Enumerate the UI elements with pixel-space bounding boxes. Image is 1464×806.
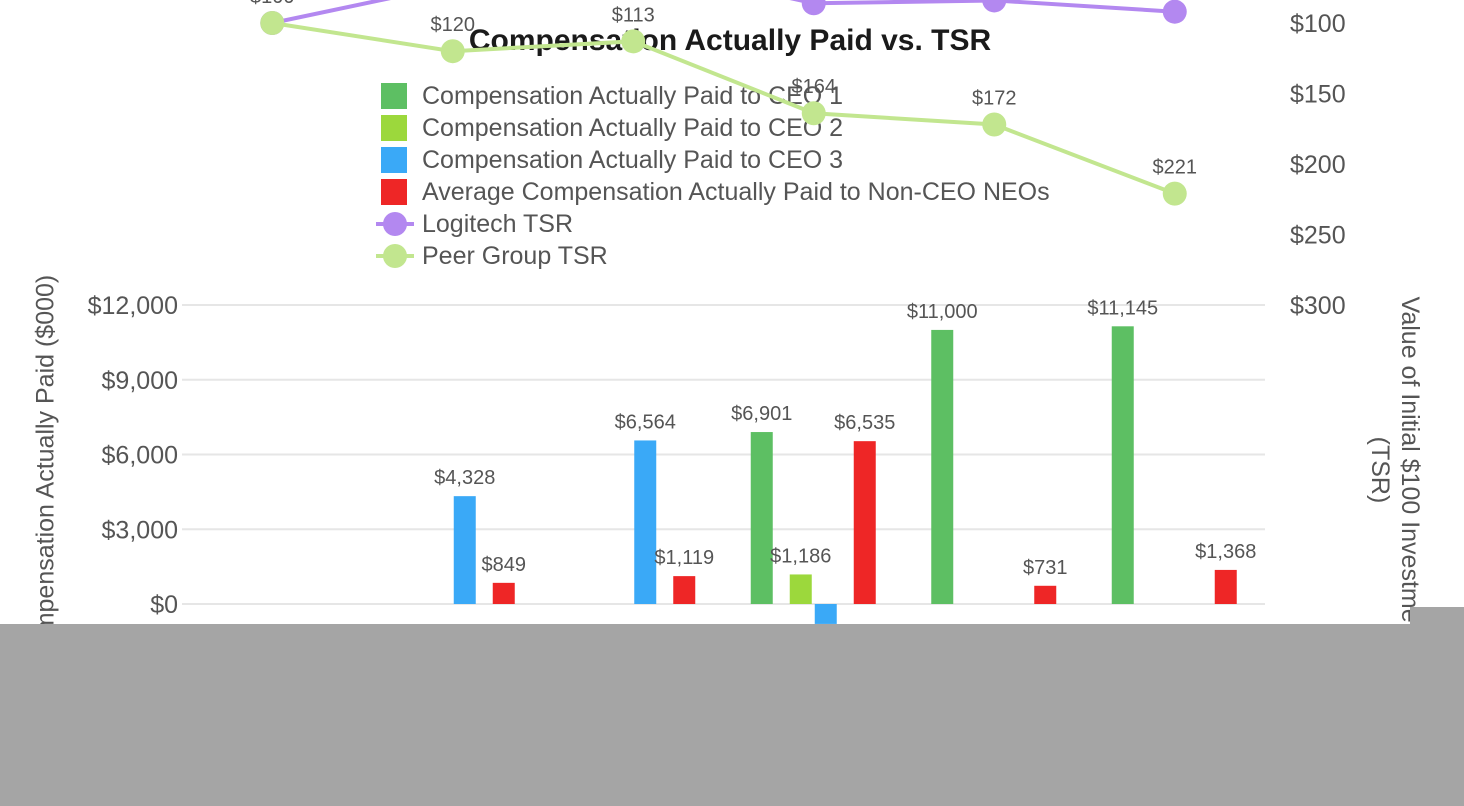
bar: [750, 432, 773, 604]
line-data-label: $113: [612, 4, 655, 26]
bar-data-label: $11,000: [907, 301, 978, 323]
line-data-label: $221: [1153, 157, 1198, 179]
y-tick-label: $6,000: [102, 442, 178, 470]
line-point: [260, 11, 285, 35]
line-point: [1162, 0, 1187, 24]
line-point: [982, 0, 1007, 13]
y2-axis-title: Value of Initial $100 Investment (TSR): [1365, 297, 1425, 644]
y2-tick-label: $300: [1290, 292, 1346, 320]
legend-swatch-peer-tsr: [374, 240, 416, 272]
bar-data-label: $4,328: [434, 467, 495, 489]
bar: [1034, 585, 1057, 604]
bar-data-label: $1,186: [770, 545, 831, 567]
line-data-label: $120: [431, 14, 476, 36]
bar: [789, 574, 812, 604]
bar-data-label: $1,119: [654, 547, 714, 569]
legend-item-ceo-2: Compensation Actually Paid to CEO 2: [374, 112, 1050, 144]
bar: [931, 329, 954, 604]
legend-swatch-ceo-1: [374, 80, 416, 112]
y2-tick-label: $250: [1290, 222, 1346, 250]
y2-tick-label: $100: [1290, 10, 1346, 38]
bar: [492, 582, 515, 604]
bar: [1111, 326, 1134, 604]
line-data-label: $100: [250, 0, 295, 8]
legend-label-non-ceo: Average Compensation Actually Paid to No…: [422, 177, 1050, 206]
bar: [634, 440, 657, 604]
bar-data-label: $1,368: [1195, 541, 1256, 563]
bar-data-label: $849: [482, 554, 527, 576]
line-data-label: $164: [792, 76, 837, 98]
legend-label-logitech-tsr: Logitech TSR: [422, 209, 574, 238]
y2-axis-title-line-1: Value of Initial $100 Investment: [1396, 296, 1424, 644]
chart-legend: Compensation Actually Paid to CEO 1 Comp…: [374, 80, 1050, 272]
gray-overlay: [0, 624, 1464, 806]
bar-data-label: $731: [1023, 557, 1068, 579]
y-tick-label: $9,000: [102, 367, 178, 395]
line-point: [801, 101, 826, 126]
line-point: [440, 39, 465, 64]
legend-label-ceo-2: Compensation Actually Paid to CEO 2: [422, 113, 844, 142]
y2-tick-label: $150: [1290, 81, 1346, 109]
legend-item-non-ceo: Average Compensation Actually Paid to No…: [374, 176, 1050, 208]
line-point: [801, 0, 826, 16]
legend-swatch-ceo-2: [374, 112, 416, 144]
y-axis-title: Compensation Actually Paid ($000): [31, 274, 60, 666]
legend-swatch-non-ceo: [374, 176, 416, 208]
gray-overlay-corner: [1410, 607, 1464, 627]
y-tick-label: $3,000: [102, 516, 178, 544]
bar: [853, 441, 876, 604]
y2-tick-label: $200: [1290, 151, 1346, 179]
series-line: [271, 0, 1175, 25]
line-point: [1162, 181, 1187, 206]
legend-label-ceo-3: Compensation Actually Paid to CEO 3: [422, 145, 844, 174]
bar: [1214, 569, 1237, 604]
bar-data-label: $6,564: [615, 411, 676, 433]
y-tick-label: $12,000: [88, 292, 178, 320]
bar-data-label: $11,145: [1087, 297, 1158, 319]
legend-swatch-ceo-3: [374, 144, 416, 176]
y-tick-label: $0: [150, 591, 178, 619]
bar: [814, 604, 837, 624]
legend-item-logitech-tsr: Logitech TSR: [374, 208, 1050, 240]
bar: [453, 496, 476, 604]
bar: [673, 576, 696, 604]
line-data-label: $172: [972, 88, 1017, 110]
line-point: [982, 112, 1007, 137]
y2-axis-title-line-2: (TSR): [1366, 436, 1394, 504]
legend-label-peer-tsr: Peer Group TSR: [422, 241, 608, 270]
line-point: [621, 29, 646, 54]
legend-item-peer-tsr: Peer Group TSR: [374, 240, 1050, 272]
bar-data-label: $6,901: [731, 403, 792, 425]
series-line: [271, 21, 1176, 196]
bar-data-label: $6,535: [834, 412, 895, 434]
chart-title: Compensation Actually Paid vs. TSR: [468, 24, 992, 57]
legend-item-ceo-3: Compensation Actually Paid to CEO 3: [374, 144, 1050, 176]
legend-swatch-logitech-tsr: [374, 208, 416, 240]
